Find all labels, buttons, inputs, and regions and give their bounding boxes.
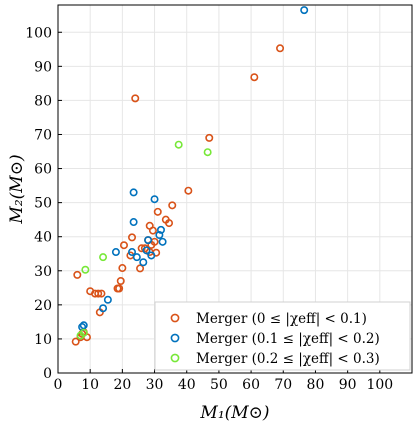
data-point [79,321,88,330]
data-point [155,231,164,240]
legend: Merger (0 ≤ |χeff| < 0.1) Merger (0.1 ≤ |… [154,301,411,371]
data-point [142,246,151,255]
y-tick-label: 80 [34,93,52,109]
data-point [97,289,106,298]
x-tick-label: 20 [113,377,131,393]
data-point [81,265,90,274]
legend-entry: Merger (0.2 ≤ |χeff| < 0.3) [170,351,380,367]
x-axis-ticks: 0 10 20 30 40 50 60 70 80 90 100 [54,369,393,393]
legend-label: Merger (0 ≤ |χeff| < 0.1) [196,311,367,327]
data-point [148,226,157,235]
data-point [132,253,141,262]
data-point [79,328,88,337]
x-axis-label: M₁(M⊙) [199,403,269,423]
data-points [71,6,309,346]
x-tick-label: 40 [178,377,196,393]
data-point [94,289,103,298]
legend-box [154,301,411,371]
data-point [136,264,145,273]
x-tick-label: 80 [307,377,325,393]
data-point [153,207,162,216]
data-point [111,248,120,257]
y-tick-label: 70 [34,127,52,143]
x-tick-label: 10 [81,377,99,393]
data-point [250,73,259,82]
x-tick-label: 60 [242,377,260,393]
data-point [118,264,127,273]
x-tick-label: 70 [274,377,292,393]
data-point [128,233,137,242]
y-tick-label: 0 [43,366,52,382]
data-point [73,270,82,279]
y-tick-label: 20 [34,298,52,314]
y-axis-ticks: 0 10 20 30 40 50 60 70 80 90 100 [25,25,62,382]
y-tick-label: 60 [34,162,52,178]
data-point [147,251,156,260]
data-point [144,236,153,245]
data-point [174,140,183,149]
data-point [168,201,177,210]
legend-marker [170,333,180,343]
x-tick-label: 30 [146,377,164,393]
series-2 [78,6,309,331]
legend-label: Merger (0.2 ≤ |χeff| < 0.3) [196,351,380,367]
legend-entry: Merger (0.1 ≤ |χeff| < 0.2) [170,331,380,347]
data-point [150,195,159,204]
data-point [276,44,285,53]
y-tick-label: 90 [34,59,52,75]
x-tick-label: 90 [339,377,357,393]
data-point [203,148,212,157]
data-point [205,133,214,142]
data-point [119,241,128,250]
legend-entry: Merger (0 ≤ |χeff| < 0.1) [170,311,367,327]
y-tick-label: 40 [34,230,52,246]
data-point [129,218,138,227]
legend-marker [170,313,180,323]
data-point [99,253,108,262]
data-point [156,225,165,234]
legend-label: Merger (0.1 ≤ |χeff| < 0.2) [196,331,380,347]
plot-frame [57,4,413,374]
x-tick-label: 50 [210,377,228,393]
data-point [103,295,112,304]
data-point [158,237,167,246]
data-point [71,337,80,346]
y-tick-label: 50 [34,196,52,212]
series-3 [76,140,212,340]
data-point [115,284,124,293]
data-point [131,94,140,103]
data-point [129,188,138,197]
legend-marker [170,353,180,363]
data-point [300,6,309,15]
data-point [184,186,193,195]
x-tick-label: 0 [54,377,63,393]
y-tick-label: 30 [34,264,52,280]
y-tick-label: 10 [34,332,52,348]
y-tick-label: 100 [25,25,52,41]
y-axis-label: M₂(M⊙) [7,154,27,224]
data-point [99,304,108,313]
data-point [139,258,148,267]
data-point [165,219,174,228]
x-tick-label: 100 [366,377,393,393]
data-point [116,276,125,285]
data-point [128,248,137,257]
